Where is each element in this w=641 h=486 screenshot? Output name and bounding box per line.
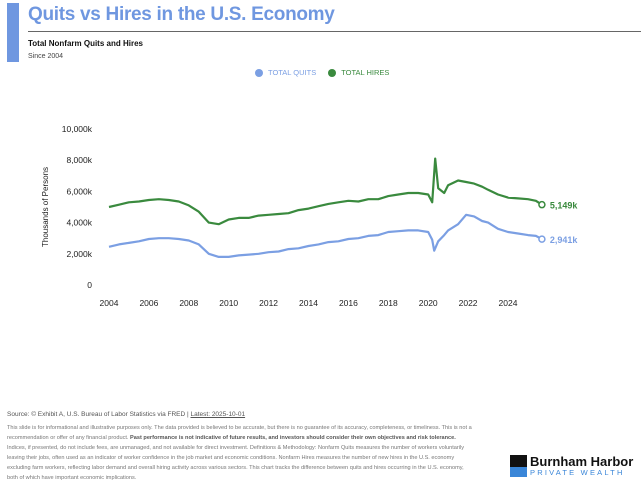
x-tick-label: 2008 bbox=[179, 298, 198, 308]
y-axis-label: Thousands of Persons bbox=[41, 167, 50, 247]
legend: TOTAL QUITS TOTAL HIRES bbox=[255, 68, 390, 78]
disclaimer-text: This slide is for informational and illu… bbox=[7, 425, 472, 441]
y-tick-label: 10,000k bbox=[62, 124, 93, 134]
disclaimer-bold: Past performance is not indicative of fu… bbox=[130, 435, 456, 441]
page-title: Quits vs Hires in the U.S. Economy bbox=[28, 4, 335, 25]
end-value-label: 5,149k bbox=[550, 201, 579, 211]
line-chart: 0 2,000k 4,000k 6,000k 8,000k 10,000k 2004 2006… bbox=[41, 124, 579, 308]
series-line-total-quits bbox=[108, 213, 543, 258]
logo-mark-icon bbox=[510, 455, 527, 477]
x-tick-label: 2006 bbox=[139, 298, 158, 308]
since-label: Since 2004 bbox=[28, 53, 64, 60]
y-tick-label: 6,000k bbox=[66, 186, 92, 196]
end-point-marker bbox=[538, 200, 546, 209]
divider bbox=[28, 31, 641, 32]
legend-label: TOTAL QUITS bbox=[268, 68, 317, 77]
logo: Burnham Harbor PRIVATE WEALTH bbox=[510, 455, 633, 477]
legend-label: TOTAL HIRES bbox=[341, 68, 390, 77]
legend-quits: TOTAL QUITS bbox=[255, 68, 317, 78]
x-tick-label: 2024 bbox=[499, 298, 518, 308]
disclaimer: This slide is for informational and illu… bbox=[7, 423, 472, 483]
disclaimer-text-2: Indices, if presented, do not include fe… bbox=[7, 445, 465, 481]
y-tick-label: 8,000k bbox=[66, 155, 92, 165]
x-tick-label: 2004 bbox=[100, 298, 119, 308]
y-tick-label: 0 bbox=[87, 280, 92, 290]
series-line-total-hires bbox=[108, 157, 543, 226]
x-tick-label: 2016 bbox=[339, 298, 358, 308]
y-tick-label: 4,000k bbox=[66, 218, 92, 228]
x-tick-label: 2012 bbox=[259, 298, 278, 308]
source-text: Source: © Exhibit A, U.S. Bureau of Labo… bbox=[7, 411, 191, 418]
latest-date: Latest: 2025-10-01 bbox=[190, 411, 246, 418]
end-point-marker bbox=[538, 235, 546, 243]
x-tick-label: 2022 bbox=[459, 298, 478, 308]
chart-subtitle: Total Nonfarm Quits and Hires bbox=[28, 39, 143, 48]
source-line: Source: © Exhibit A, U.S. Bureau of Labo… bbox=[7, 411, 245, 418]
legend-hires: TOTAL HIRES bbox=[328, 68, 390, 78]
y-tick-label: 2,000k bbox=[66, 249, 92, 259]
logo-line2: PRIVATE WEALTH bbox=[530, 468, 625, 477]
x-tick-label: 2010 bbox=[219, 298, 238, 308]
x-tick-label: 2018 bbox=[379, 298, 398, 308]
logo-line1: Burnham Harbor bbox=[530, 454, 634, 469]
end-value-label: 2,941k bbox=[550, 235, 579, 245]
x-tick-label: 2020 bbox=[419, 298, 438, 308]
accent-bar bbox=[7, 3, 19, 62]
x-tick-label: 2014 bbox=[299, 298, 318, 308]
